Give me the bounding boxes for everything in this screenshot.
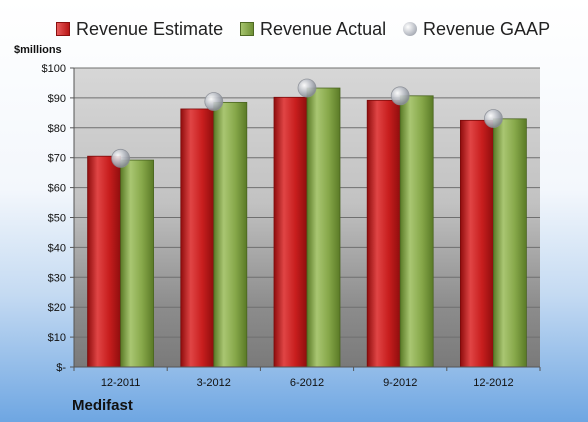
y-tick-label: $90 xyxy=(48,93,66,105)
bar-revenue-estimate xyxy=(87,155,121,368)
bar-revenue-estimate xyxy=(180,108,215,368)
y-tick-label: $- xyxy=(56,362,66,374)
marker-revenue-gaap xyxy=(204,92,224,111)
y-tick-label: $80 xyxy=(48,123,66,135)
bar-revenue-actual xyxy=(213,101,248,368)
y-axis-unit-label: $millions xyxy=(14,44,62,56)
x-tick-label: 12-2011 xyxy=(101,377,141,389)
bar-revenue-actual xyxy=(492,118,527,368)
bar-revenue-actual xyxy=(120,159,154,368)
y-tick-label: $30 xyxy=(48,272,66,284)
y-tick-label: $50 xyxy=(48,213,66,225)
legend-label-revenue-actual: Revenue Actual xyxy=(260,18,387,39)
bar-revenue-estimate xyxy=(459,119,494,368)
x-tick-label: 12-2012 xyxy=(473,377,513,389)
y-tick-label: $10 xyxy=(48,332,66,344)
marker-revenue-gaap xyxy=(483,109,503,128)
y-tick-label: $100 xyxy=(42,63,66,75)
legend-label-revenue-gaap: Revenue GAAP xyxy=(423,18,551,39)
bar-revenue-estimate xyxy=(273,96,308,368)
legend-label-revenue-estimate: Revenue Estimate xyxy=(76,18,224,39)
bar-revenue-actual xyxy=(399,95,434,368)
legend-item-revenue-actual: Revenue Actual xyxy=(240,16,386,42)
y-tick-label: $20 xyxy=(48,302,66,314)
legend-swatch-revenue-actual xyxy=(240,22,254,36)
x-tick-label: 3-2012 xyxy=(197,377,231,389)
legend-swatch-revenue-estimate xyxy=(56,22,70,36)
y-tick-label: $70 xyxy=(48,153,66,165)
company-name: Medifast xyxy=(72,397,133,414)
legend: Revenue Estimate Revenue Actual Revenue … xyxy=(0,16,588,42)
y-tick-label: $60 xyxy=(48,183,66,195)
marker-revenue-gaap xyxy=(111,148,130,168)
marker-revenue-gaap xyxy=(390,86,410,106)
legend-item-revenue-estimate: Revenue Estimate xyxy=(56,16,223,42)
marker-revenue-gaap xyxy=(297,78,317,98)
legend-marker-revenue-gaap xyxy=(403,22,417,36)
x-tick-label: 6-2012 xyxy=(290,377,324,389)
y-tick-label: $40 xyxy=(48,242,66,254)
x-tick-label: 9-2012 xyxy=(383,377,417,389)
legend-item-revenue-gaap: Revenue GAAP xyxy=(403,16,550,42)
bar-revenue-actual xyxy=(306,87,341,368)
bar-revenue-estimate xyxy=(366,99,401,368)
